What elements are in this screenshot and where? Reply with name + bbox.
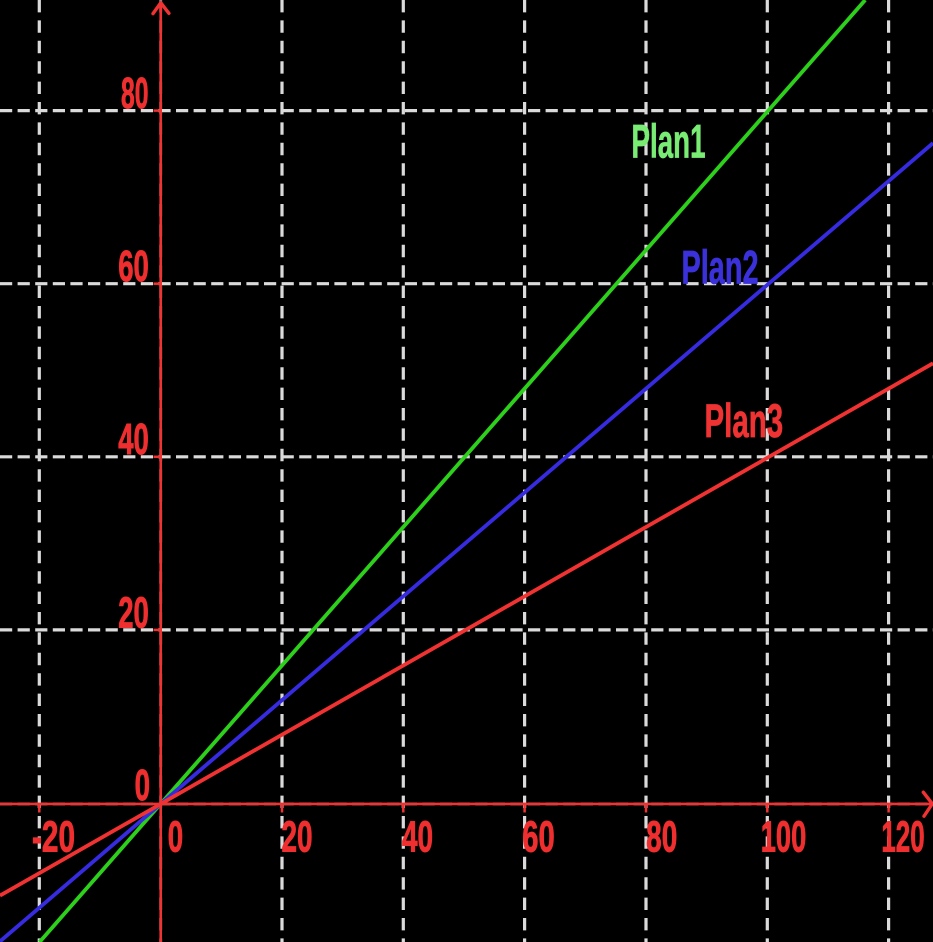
svg-text:40: 40 (402, 813, 433, 861)
svg-text:80: 80 (646, 813, 677, 861)
svg-text:-20: -20 (32, 813, 75, 861)
svg-text:20: 20 (118, 589, 149, 637)
svg-text:80: 80 (121, 70, 149, 118)
svg-text:0: 0 (168, 813, 183, 861)
svg-text:Plan1: Plan1 (632, 115, 706, 168)
svg-text:60: 60 (118, 243, 149, 291)
svg-text:Plan3: Plan3 (705, 394, 784, 447)
svg-text:60: 60 (522, 813, 555, 861)
svg-text:120: 120 (881, 813, 924, 861)
svg-text:0: 0 (135, 762, 150, 810)
svg-text:100: 100 (761, 813, 807, 861)
svg-text:Plan2: Plan2 (682, 241, 759, 294)
svg-text:40: 40 (118, 416, 149, 464)
svg-text:20: 20 (281, 813, 312, 861)
